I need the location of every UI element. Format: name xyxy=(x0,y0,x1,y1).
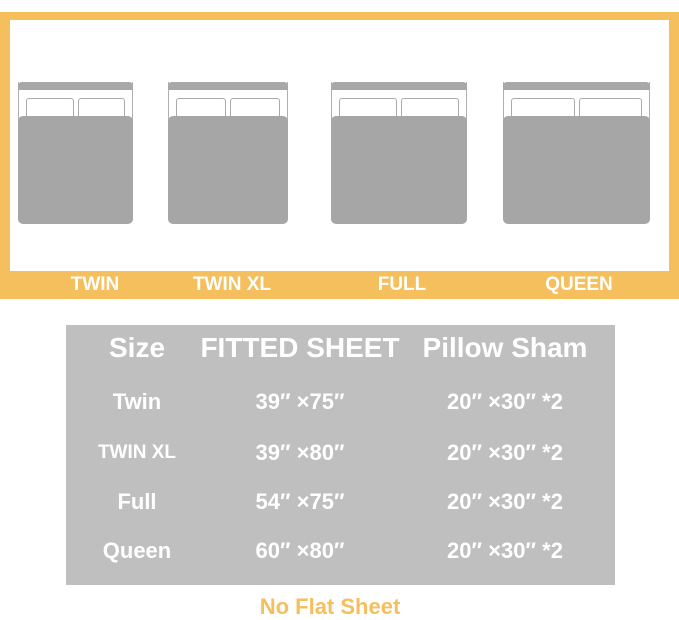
table-cell: 39″ ×80″ xyxy=(255,440,345,465)
table-cell: 60″ ×80″ xyxy=(255,538,345,563)
table-cell: Full xyxy=(117,489,157,514)
table-cell: Queen xyxy=(102,538,172,563)
bed-label-twin: TWIN xyxy=(70,274,120,295)
headboard-bar xyxy=(331,82,467,90)
table-cell: 20″ ×30″ *2 xyxy=(447,440,563,465)
blanket xyxy=(168,116,288,224)
table-cell: 39″ ×75″ xyxy=(255,389,345,414)
table-cell: 54″ ×75″ xyxy=(255,489,345,514)
table-header: FITTED SHEET xyxy=(200,332,400,363)
headboard-bar xyxy=(18,82,133,90)
headboard-bar xyxy=(503,82,650,90)
size-table xyxy=(66,325,615,585)
table-header: Pillow Sham xyxy=(422,332,588,363)
bed-label-full: FULL xyxy=(377,274,427,295)
table-cell: Twin xyxy=(112,389,162,414)
bed-icon-queen xyxy=(503,82,650,224)
blanket xyxy=(18,116,133,224)
table-cell: 20″ ×30″ *2 xyxy=(447,389,563,414)
bed-icon-twin-xl xyxy=(168,82,288,224)
table-header: Size xyxy=(108,332,166,363)
bed-label-twin-xl: TWIN XL xyxy=(192,274,272,295)
table-cell: TWIN XL xyxy=(97,442,177,463)
table-cell: 20″ ×30″ *2 xyxy=(447,538,563,563)
bed-icon-full xyxy=(331,82,467,224)
bed-icon-twin xyxy=(18,82,133,224)
blanket xyxy=(503,116,650,224)
table-cell: 20″ ×30″ *2 xyxy=(447,489,563,514)
bed-label-queen: QUEEN xyxy=(545,274,613,295)
headboard-bar xyxy=(168,82,288,90)
blanket xyxy=(331,116,467,224)
no-flat-sheet-note: No Flat Sheet xyxy=(259,594,401,619)
